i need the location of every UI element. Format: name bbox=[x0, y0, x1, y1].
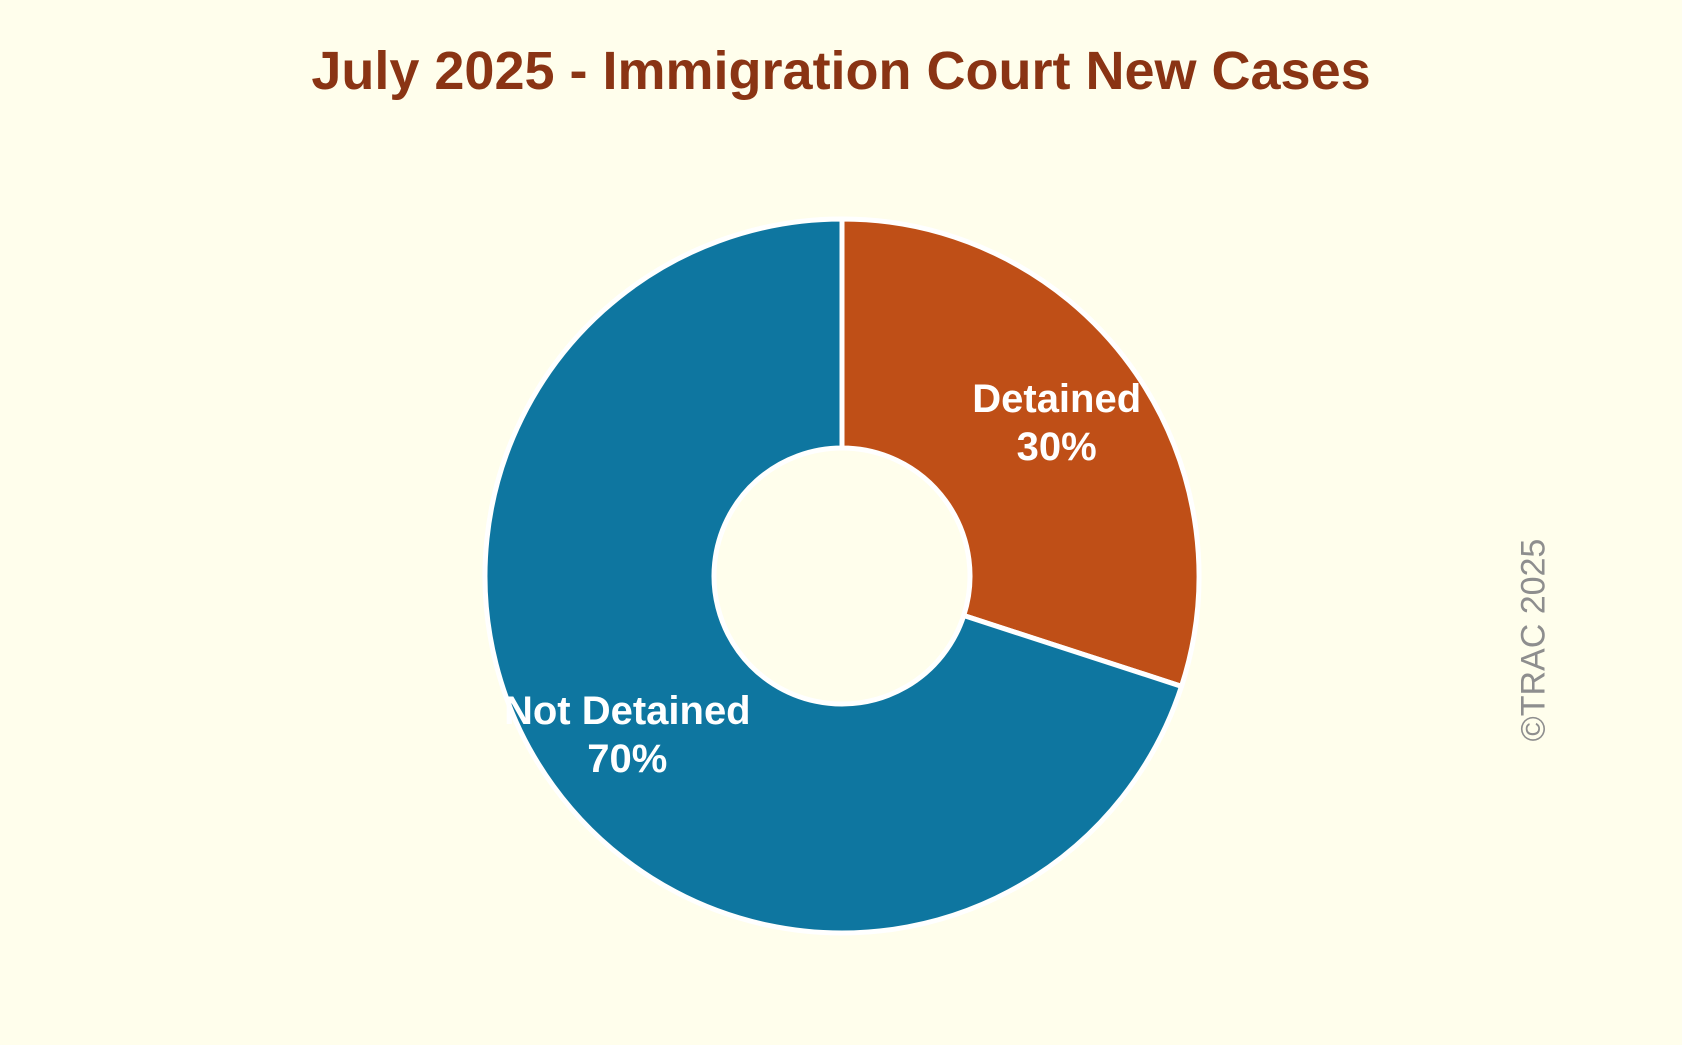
chart-title: July 2025 - Immigration Court New Cases bbox=[311, 41, 1371, 101]
slice-label-not-detained: Not Detained 70% bbox=[504, 689, 751, 781]
slice-percent-label: 70% bbox=[587, 737, 667, 781]
slice-detained bbox=[839, 216, 1202, 689]
slice-category-label: Not Detained bbox=[504, 689, 751, 733]
slices-layer bbox=[482, 216, 1202, 936]
labels-layer: Detained 30% Not Detained 70% bbox=[504, 377, 1141, 781]
slice-label-detained: Detained 30% bbox=[972, 377, 1141, 469]
copyright-text: ©TRAC 2025 bbox=[1514, 538, 1553, 742]
slice-category-label: Detained bbox=[972, 377, 1141, 421]
slice-not-detained bbox=[482, 216, 1185, 936]
slice-percent-label: 30% bbox=[1017, 425, 1097, 469]
